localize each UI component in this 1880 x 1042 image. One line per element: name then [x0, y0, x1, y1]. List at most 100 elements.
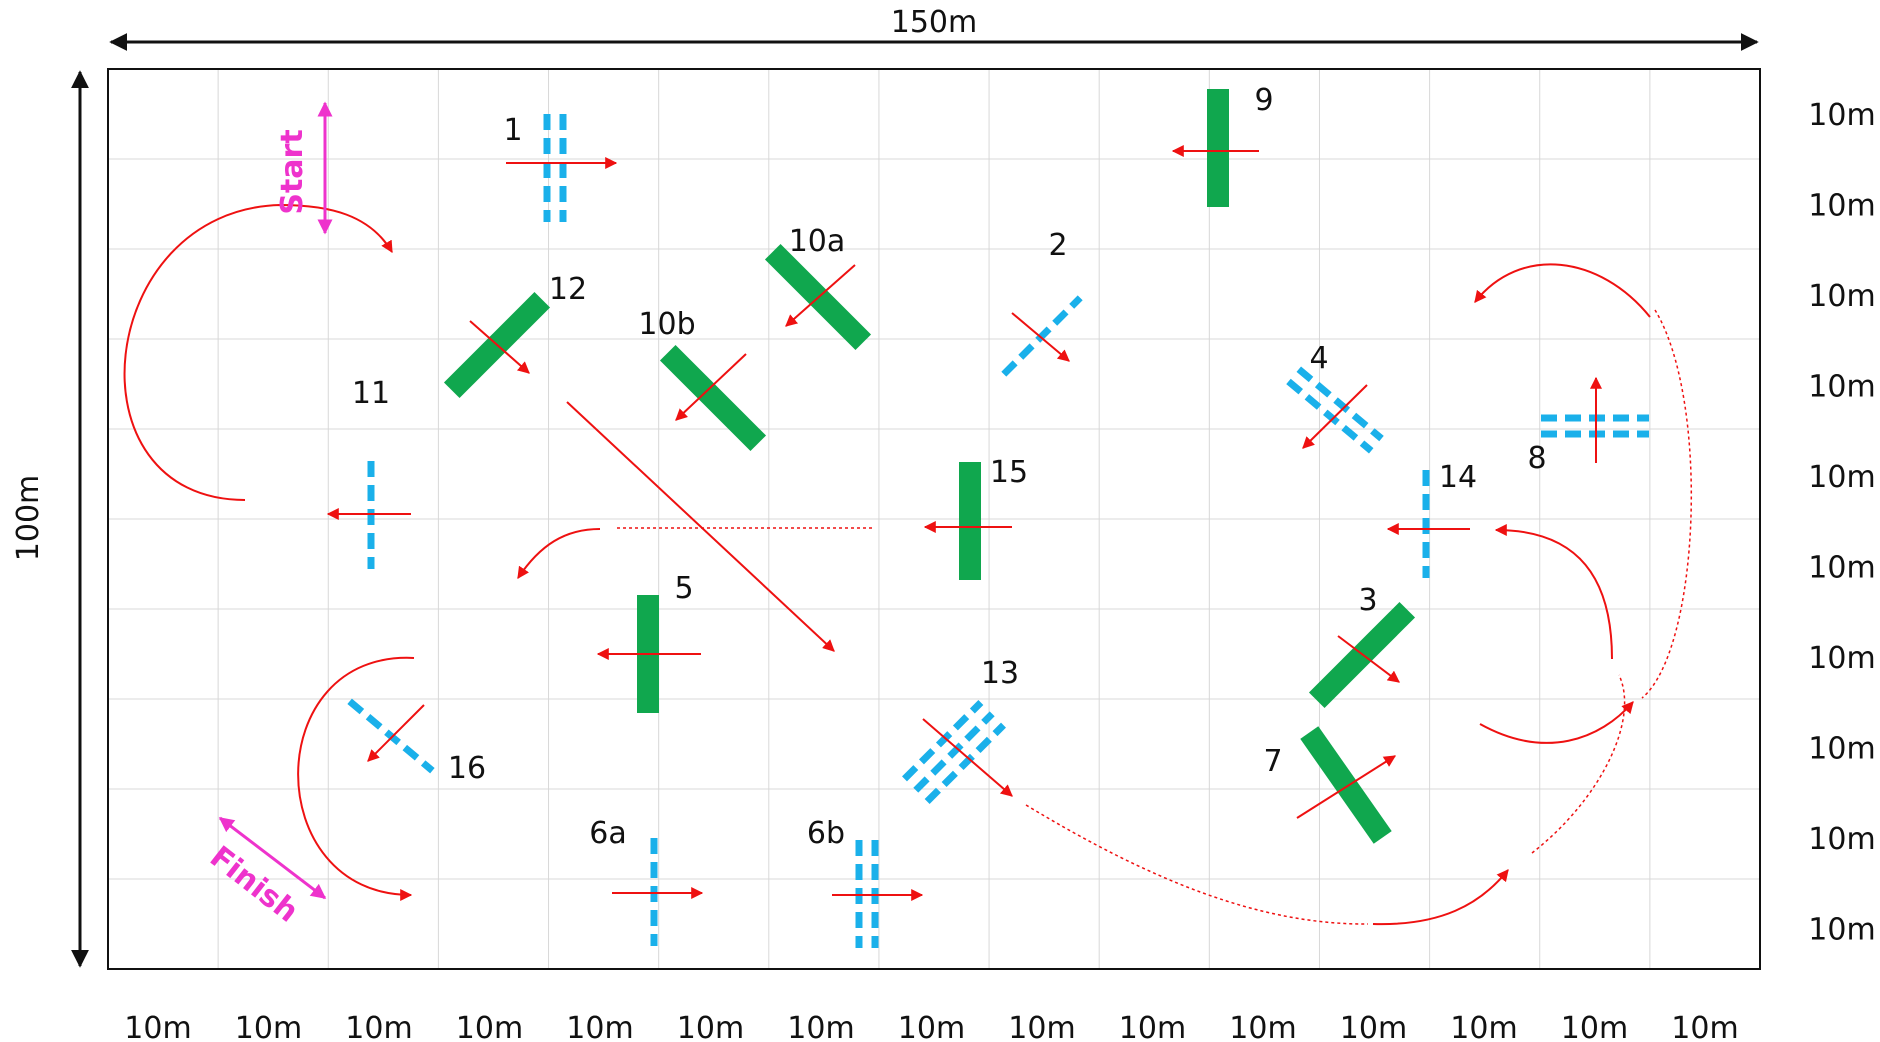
column-scale-label: 10m: [1340, 1011, 1407, 1042]
obstacle-2-label: 2: [1048, 228, 1067, 263]
guide-13-to-6a: [1025, 804, 1369, 925]
height-dimension-label: 100m: [11, 475, 46, 561]
column-scale-label: 10m: [1561, 1011, 1628, 1042]
route: [123, 203, 1651, 926]
obstacle-1-label: 1: [503, 113, 522, 148]
route-guides: [617, 309, 1692, 925]
obstacle-7: 7: [1263, 726, 1397, 844]
column-scale-label: 10m: [787, 1011, 854, 1042]
obstacle-10b-direction-arrow: [675, 353, 747, 421]
obstacle-16: 16: [347, 698, 486, 786]
obstacle-10a-direction-arrow: [785, 264, 856, 327]
obstacle-10a: 10a: [764, 224, 872, 351]
row-scale: 10m 10m 10m 10m 10m 10m 10m 10m 10m 10m: [1808, 98, 1875, 948]
row-scale-label: 10m: [1808, 460, 1875, 495]
obstacle-14: 14: [1386, 460, 1477, 578]
route-turn-to-7: [1479, 701, 1634, 744]
obstacle-12-direction-arrow: [469, 320, 530, 374]
obstacle-4-label: 4: [1309, 341, 1328, 376]
obstacle-1-double-pole: [543, 114, 567, 222]
width-dimension-label: 150m: [891, 5, 977, 40]
column-scale-label: 10m: [1008, 1011, 1075, 1042]
row-scale-label: 10m: [1808, 732, 1875, 767]
row-scale-label: 10m: [1808, 641, 1875, 676]
obstacle-12-label: 12: [549, 272, 587, 307]
field-border: [107, 68, 1761, 970]
column-scale-label: 10m: [124, 1011, 191, 1042]
obstacle-9-fence: [1207, 89, 1229, 207]
obstacle-9: 9: [1171, 83, 1274, 207]
obstacle-4-direction-arrow: [1302, 384, 1368, 449]
row-scale-label: 10m: [1808, 279, 1875, 314]
obstacle-10a-label: 10a: [789, 224, 846, 259]
row-scale-label: 10m: [1808, 913, 1875, 948]
obstacle-16-direction-arrow: [367, 704, 425, 762]
row-scale-label: 10m: [1808, 822, 1875, 857]
route-turn-to-5: [517, 528, 601, 579]
route-turn-to-finish: [297, 656, 415, 901]
obstacle-2-direction-arrow: [1011, 312, 1070, 362]
obstacle-1: 1: [503, 113, 618, 222]
obstacle-13-direction-arrow: [922, 718, 1013, 797]
column-scale: 10m 10m 10m 10m 10m 10m 10m 10m 10m 10m 10m 10m 10m 1…: [124, 1011, 1738, 1042]
obstacle-6b: 6b: [807, 816, 924, 948]
start-label: Start: [275, 129, 310, 214]
obstacle-3-label: 3: [1358, 583, 1377, 618]
obstacle-5: 5: [596, 571, 701, 713]
obstacle-6a-label: 6a: [589, 816, 626, 851]
column-scale-label: 10m: [345, 1011, 412, 1042]
obstacle-4-double-pole: [1286, 366, 1384, 454]
obstacle-8-label: 8: [1527, 441, 1546, 476]
obstacle-9-label: 9: [1254, 83, 1273, 118]
obstacle-8: 8: [1527, 376, 1649, 476]
obstacle-2-pole: [1001, 295, 1083, 377]
column-scale-label: 10m: [677, 1011, 744, 1042]
column-scale-label: 10m: [1119, 1011, 1186, 1042]
obstacle-14-label: 14: [1439, 460, 1477, 495]
obstacle-3-direction-arrow: [1337, 635, 1400, 683]
obstacle-4: 4: [1286, 341, 1384, 454]
column-scale-label: 10m: [1671, 1011, 1738, 1042]
obstacle-10b-fence: [659, 344, 767, 452]
route-turn-to-8: [1474, 263, 1651, 318]
obstacle-13-triple-pole: [902, 700, 1006, 804]
guide-right-loop: [1531, 674, 1626, 854]
obstacle-6b-label: 6b: [807, 816, 845, 851]
guide-right-outer: [1641, 309, 1692, 699]
start-marker: Start: [275, 101, 333, 235]
obstacle-7-direction-arrow: [1296, 755, 1397, 819]
column-scale-label: 10m: [1229, 1011, 1296, 1042]
obstacle-13: 13: [902, 656, 1019, 804]
obstacle-15-fence: [959, 462, 981, 580]
row-scale-label: 10m: [1808, 551, 1875, 586]
obstacle-15-label: 15: [990, 455, 1028, 490]
obstacle-11: 11: [326, 376, 411, 569]
obstacle-13-label: 13: [981, 656, 1019, 691]
obstacle-10b: 10b: [638, 307, 767, 452]
obstacle-6a: 6a: [589, 816, 704, 946]
obstacle-3: 3: [1308, 583, 1416, 709]
obstacle-11-label: 11: [352, 376, 390, 411]
column-scale-label: 10m: [235, 1011, 302, 1042]
obstacle-15: 15: [923, 455, 1028, 580]
obstacle-16-label: 16: [448, 751, 486, 786]
obstacle-2: 2: [1001, 228, 1083, 377]
obstacle-7-label: 7: [1263, 744, 1282, 779]
column-scale-label: 10m: [456, 1011, 523, 1042]
column-scale-label: 10m: [898, 1011, 965, 1042]
obstacle-16-pole: [347, 698, 435, 774]
route-diagonal-12-to-13: [566, 401, 835, 652]
column-scale-label: 10m: [1450, 1011, 1517, 1042]
obstacle-5-label: 5: [674, 571, 693, 606]
route-turn-start: [123, 203, 393, 501]
column-scale-label: 10m: [566, 1011, 633, 1042]
route-turn-to-14: [1494, 524, 1613, 660]
row-scale-label: 10m: [1808, 370, 1875, 405]
route-turn-to-6a: [1372, 869, 1509, 926]
obstacle-7-fence: [1300, 726, 1392, 844]
obstacle-12: 12: [443, 272, 587, 399]
obstacle-10b-label: 10b: [638, 307, 695, 342]
finish-marker: Finish: [203, 816, 327, 930]
